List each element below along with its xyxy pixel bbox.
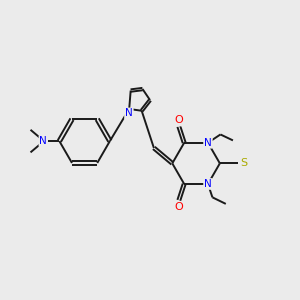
Text: S: S — [241, 158, 248, 168]
Text: O: O — [175, 116, 183, 125]
Text: N: N — [39, 136, 47, 146]
Text: N: N — [204, 138, 212, 148]
Text: N: N — [204, 179, 212, 189]
Text: O: O — [175, 202, 183, 212]
Text: N: N — [125, 108, 133, 118]
